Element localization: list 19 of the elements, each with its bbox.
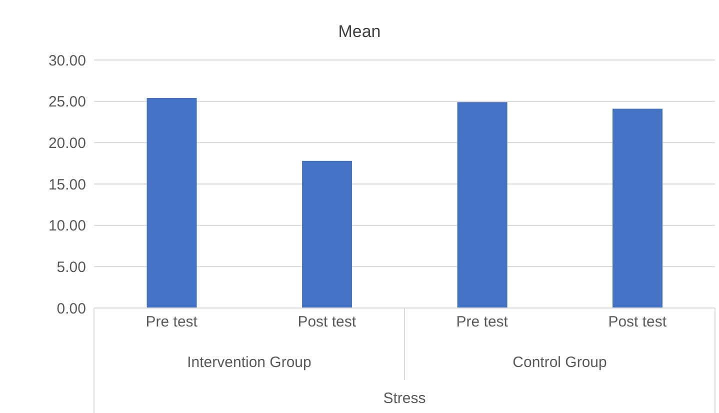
- y-tick-label: 0.00: [56, 300, 86, 318]
- y-tick-label: 10.00: [48, 218, 86, 235]
- text: Intervention Group: [186, 354, 312, 371]
- x-tick-label: Post test: [298, 314, 357, 331]
- y-tick-label: 30.00: [48, 52, 86, 70]
- bar: [457, 102, 508, 308]
- x-axis-title: Stress: [382, 390, 427, 407]
- y-tick-label: 5.00: [56, 258, 86, 276]
- x-tick-label: Pre test: [456, 314, 509, 331]
- y-tick-label: 15.00: [48, 176, 86, 194]
- y-tick-label: 25.00: [48, 94, 86, 111]
- x-tick-label: Post test: [608, 314, 668, 331]
- text: Control Group: [512, 354, 608, 371]
- y-tick-label: 20.00: [48, 134, 86, 152]
- bar: [612, 108, 663, 308]
- bar: [302, 160, 352, 308]
- x-tick-label: Pre test: [146, 314, 198, 331]
- bar: [146, 98, 197, 308]
- chart-title: Mean: [337, 22, 382, 42]
